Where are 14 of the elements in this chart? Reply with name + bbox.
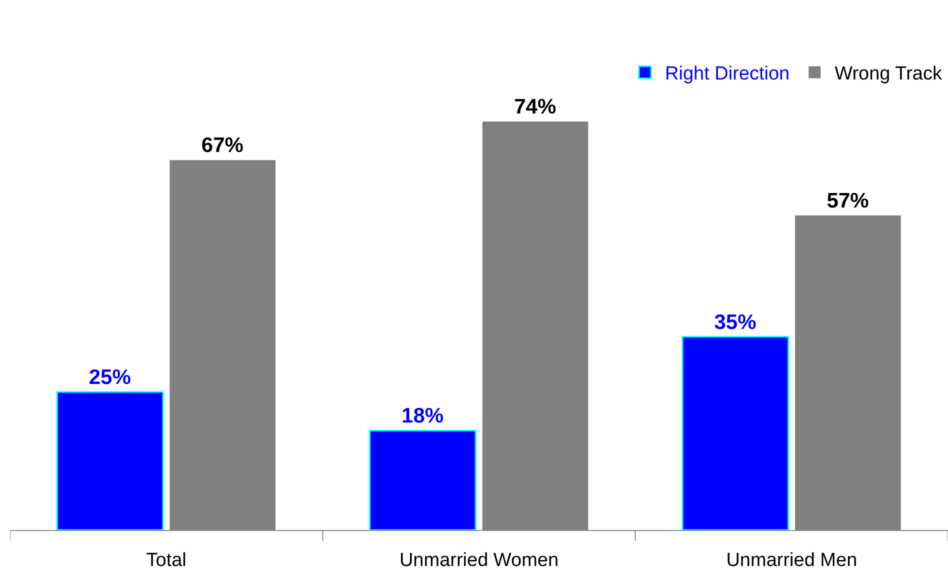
bar <box>56 391 164 530</box>
bar <box>682 336 790 530</box>
x-tick-label: Unmarried Women <box>399 550 559 571</box>
data-label: 35% <box>714 310 757 334</box>
data-label: 25% <box>88 366 132 389</box>
legend-label: Wrong Track <box>834 64 942 85</box>
legend-label: Right Direction <box>665 64 790 85</box>
data-label: 57% <box>826 189 870 212</box>
x-tick-label: Unmarried Men <box>726 550 858 571</box>
data-label: 74% <box>514 96 556 118</box>
data-label: 18% <box>402 404 444 428</box>
data-label: 67% <box>201 134 244 158</box>
x-tick-label: Total <box>146 550 186 571</box>
bar <box>369 430 476 530</box>
